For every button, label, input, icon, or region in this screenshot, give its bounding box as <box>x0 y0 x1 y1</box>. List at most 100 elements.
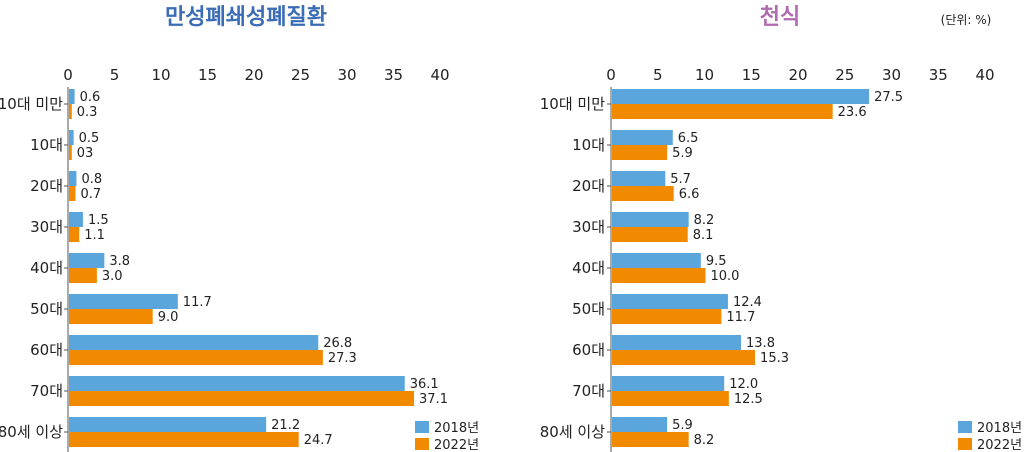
bar-2022년 <box>69 391 415 406</box>
data-label: 5.9 <box>672 146 693 161</box>
data-label: 1.1 <box>84 228 105 243</box>
data-label: 26.8 <box>323 336 352 351</box>
x-tick-label: 15 <box>742 66 761 84</box>
x-tick-label: 25 <box>291 66 310 84</box>
x-tick-label: 20 <box>244 66 263 84</box>
bar-2022년 <box>612 350 756 365</box>
x-tick-label: 10 <box>695 66 714 84</box>
data-label: 15.3 <box>760 351 789 366</box>
bar-2018년 <box>612 89 870 104</box>
bar-2022년 <box>69 309 153 324</box>
bar-2018년 <box>69 335 319 350</box>
data-label: 0.7 <box>81 187 102 202</box>
unit-label: (단위: %) <box>941 13 992 27</box>
legend-swatch <box>415 421 429 433</box>
bar-2022년 <box>612 186 674 201</box>
category-label: 50대 <box>30 300 63 318</box>
bar-2018년 <box>612 212 689 227</box>
legend-swatch <box>415 438 429 450</box>
data-label: 1.5 <box>88 213 109 228</box>
bar-2018년 <box>612 294 728 309</box>
bar-2022년 <box>612 104 833 119</box>
data-label: 36.1 <box>410 377 439 392</box>
bar-2022년 <box>69 350 323 365</box>
bar-2018년 <box>612 376 725 391</box>
bar-2018년 <box>69 417 267 432</box>
bar-2022년 <box>612 145 668 160</box>
data-label: 21.2 <box>271 418 300 433</box>
category-label: 20대 <box>572 177 605 195</box>
bar-2022년 <box>69 268 97 283</box>
x-tick-label: 5 <box>653 66 663 84</box>
category-label: 30대 <box>572 218 605 236</box>
bar-2022년 <box>612 268 706 283</box>
chart-panel-copd: 0 5 10 15 20 25 30 35 40 10대 미만 0.60.3 10대 0.503 20대 0… <box>0 66 479 452</box>
bar-2022년 <box>69 432 299 447</box>
x-tick-label: 20 <box>788 66 807 84</box>
bar-2018년 <box>69 171 77 186</box>
x-tick-label: 10 <box>151 66 170 84</box>
data-label: 3.0 <box>102 269 123 284</box>
x-tick-label: 25 <box>835 66 854 84</box>
bar-2018년 <box>69 130 74 145</box>
x-tick-label: 35 <box>929 66 948 84</box>
category-label: 60대 <box>572 341 605 359</box>
data-label: 03 <box>77 146 94 161</box>
category-label: 20대 <box>30 177 63 195</box>
data-label: 0.5 <box>79 131 100 146</box>
data-label: 8.2 <box>694 433 715 448</box>
data-label: 9.0 <box>158 310 179 325</box>
chart-title-copd: 만성폐쇄성폐질환 <box>165 5 327 30</box>
bar-2018년 <box>612 417 668 432</box>
bar-2018년 <box>612 171 666 186</box>
x-tick-label: 30 <box>882 66 901 84</box>
data-label: 8.1 <box>693 228 714 243</box>
bar-2022년 <box>69 104 72 119</box>
data-label: 3.8 <box>109 254 130 269</box>
x-tick-label: 15 <box>198 66 217 84</box>
data-label: 27.3 <box>328 351 357 366</box>
data-label: 5.9 <box>672 418 693 433</box>
bar-2022년 <box>612 309 722 324</box>
category-label: 50대 <box>572 300 605 318</box>
category-label: 80세 이상 <box>540 423 605 441</box>
data-label: 11.7 <box>183 295 212 310</box>
data-label: 8.2 <box>694 213 715 228</box>
x-tick-label: 35 <box>384 66 403 84</box>
category-label: 70대 <box>30 382 63 400</box>
data-label: 0.3 <box>77 105 98 120</box>
legend-label: 2022년 <box>977 438 1022 452</box>
legend-swatch <box>958 438 972 450</box>
category-label: 10대 <box>30 136 63 154</box>
bar-2022년 <box>69 145 72 160</box>
bar-2022년 <box>612 227 688 242</box>
bar-2018년 <box>612 335 742 350</box>
bar-2022년 <box>69 186 76 201</box>
data-label: 0.6 <box>80 90 101 105</box>
x-tick-label: 40 <box>430 66 449 84</box>
category-label: 80세 이상 <box>0 423 63 441</box>
chart-title-asthma: 천식 <box>760 5 800 30</box>
category-label: 60대 <box>30 341 63 359</box>
data-label: 11.7 <box>726 310 755 325</box>
data-label: 27.5 <box>874 90 903 105</box>
bar-2018년 <box>69 89 75 104</box>
data-label: 37.1 <box>419 392 448 407</box>
data-label: 9.5 <box>706 254 727 269</box>
bar-2018년 <box>612 130 673 145</box>
data-label: 5.7 <box>670 172 691 187</box>
category-label: 10대 미만 <box>0 95 63 113</box>
legend-label: 2018년 <box>434 421 479 436</box>
bar-2018년 <box>69 212 83 227</box>
x-tick-label: 40 <box>975 66 994 84</box>
x-tick-label: 5 <box>110 66 120 84</box>
data-label: 13.8 <box>746 336 775 351</box>
data-label: 23.6 <box>838 105 867 120</box>
category-label: 70대 <box>572 382 605 400</box>
data-label: 10.0 <box>711 269 740 284</box>
data-label: 12.4 <box>733 295 762 310</box>
data-label: 12.0 <box>729 377 758 392</box>
bar-2018년 <box>69 294 178 309</box>
